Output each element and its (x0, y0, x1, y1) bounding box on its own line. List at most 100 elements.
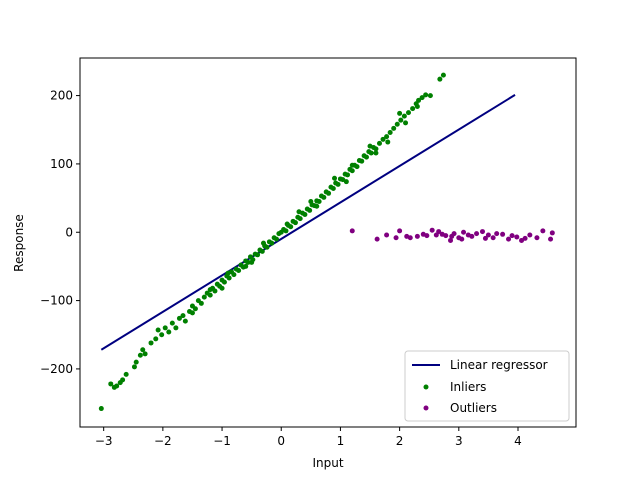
outlier-point (494, 231, 500, 237)
outlier-point (482, 235, 488, 241)
inlier-point (326, 190, 332, 196)
inlier-point (249, 259, 255, 265)
inlier-point (394, 121, 400, 127)
outlier-point (384, 232, 390, 238)
x-tick-label: 3 (455, 434, 463, 448)
legend-swatch-inliers (423, 384, 429, 390)
inlier-point (359, 158, 365, 164)
inlier-point (363, 154, 369, 160)
y-tick-label: −100 (40, 294, 73, 308)
inlier-point (140, 347, 146, 353)
legend-label-regressor: Linear regressor (450, 358, 548, 372)
outlier-point (469, 233, 475, 239)
inlier-point (148, 340, 154, 346)
y-axis-ticks: −200 −100 0 100 200 (40, 89, 80, 376)
inlier-point (307, 207, 313, 213)
x-axis-ticks: −3 −2 −1 0 1 2 3 4 (95, 427, 522, 448)
inlier-point (264, 244, 270, 250)
inlier-point (391, 125, 397, 131)
inlier-point (419, 95, 425, 101)
legend-label-inliers: Inliers (450, 380, 486, 394)
outlier-point (485, 232, 491, 238)
inlier-point (180, 313, 186, 319)
inlier-point (198, 300, 204, 306)
inlier-point (108, 381, 114, 387)
y-tick-label: −200 (40, 362, 73, 376)
inlier-point (343, 179, 349, 185)
outlier-point (522, 235, 528, 241)
axes-frame (79, 57, 577, 428)
legend: Linear regressor Inliers Outliers (404, 350, 570, 422)
x-tick-label: −2 (154, 434, 172, 448)
inlier-point (137, 352, 143, 358)
legend-swatch-outliers (423, 405, 429, 411)
inlier-point (182, 318, 188, 324)
outlier-point (436, 229, 442, 235)
inlier-point (296, 209, 302, 215)
inlier-point (231, 272, 237, 278)
legend-box (404, 350, 570, 422)
inlier-point (398, 117, 404, 123)
inlier-point (427, 93, 433, 99)
inlier-point (345, 172, 351, 178)
outlier-point (374, 236, 380, 242)
inlier-point (410, 106, 416, 112)
inlier-point (397, 110, 403, 116)
outlier-point (534, 235, 540, 241)
inlier-point (335, 181, 341, 187)
inlier-point (401, 113, 407, 119)
inlier-point (176, 315, 182, 321)
inlier-point (292, 220, 298, 226)
inlier-point (219, 285, 225, 291)
inlier-point (131, 364, 137, 370)
inlier-point (142, 351, 148, 357)
inlier-point (166, 329, 172, 335)
y-tick-label: 200 (50, 89, 73, 103)
inlier-point (207, 292, 213, 298)
inlier-point (368, 150, 374, 156)
inlier-point (173, 325, 179, 331)
inlier-point (274, 236, 280, 242)
inlier-point (155, 327, 161, 333)
x-tick-label: −1 (213, 434, 231, 448)
inlier-point (245, 259, 251, 265)
outlier-point (429, 227, 435, 233)
inlier-point (349, 162, 355, 168)
inlier-point (314, 203, 320, 209)
inlier-point (133, 359, 139, 365)
inlier-point (316, 199, 322, 204)
inlier-point (373, 150, 379, 156)
inlier-point (330, 186, 336, 192)
inlier-point (380, 136, 386, 142)
inlier-point (332, 175, 338, 181)
inlier-point (403, 120, 409, 126)
outlier-points-layer (349, 227, 555, 243)
inlier-point (236, 268, 242, 274)
inlier-point (414, 104, 420, 110)
inlier-point (221, 279, 227, 285)
inlier-point (376, 140, 382, 146)
outlier-point (397, 228, 403, 234)
inlier-point (162, 325, 168, 331)
outlier-point (459, 236, 465, 242)
outlier-point (506, 236, 512, 242)
x-tick-label: 2 (396, 434, 404, 448)
inlier-point (385, 139, 391, 145)
outlier-point (549, 230, 555, 236)
regressor-line-layer (100, 94, 516, 351)
outlier-point (514, 234, 520, 240)
inlier-point (243, 263, 249, 269)
y-tick-label: 100 (50, 157, 73, 171)
outlier-point (414, 233, 420, 239)
inlier-point (405, 110, 411, 116)
legend-label-outliers: Outliers (450, 401, 497, 415)
outlier-point (474, 231, 480, 237)
inlier-point (260, 240, 266, 246)
inlier-point (269, 240, 275, 246)
outlier-point (500, 231, 506, 237)
regressor-line (100, 94, 516, 351)
plot-area (98, 72, 555, 412)
inlier-point (416, 97, 422, 103)
inlier-point (212, 288, 218, 294)
